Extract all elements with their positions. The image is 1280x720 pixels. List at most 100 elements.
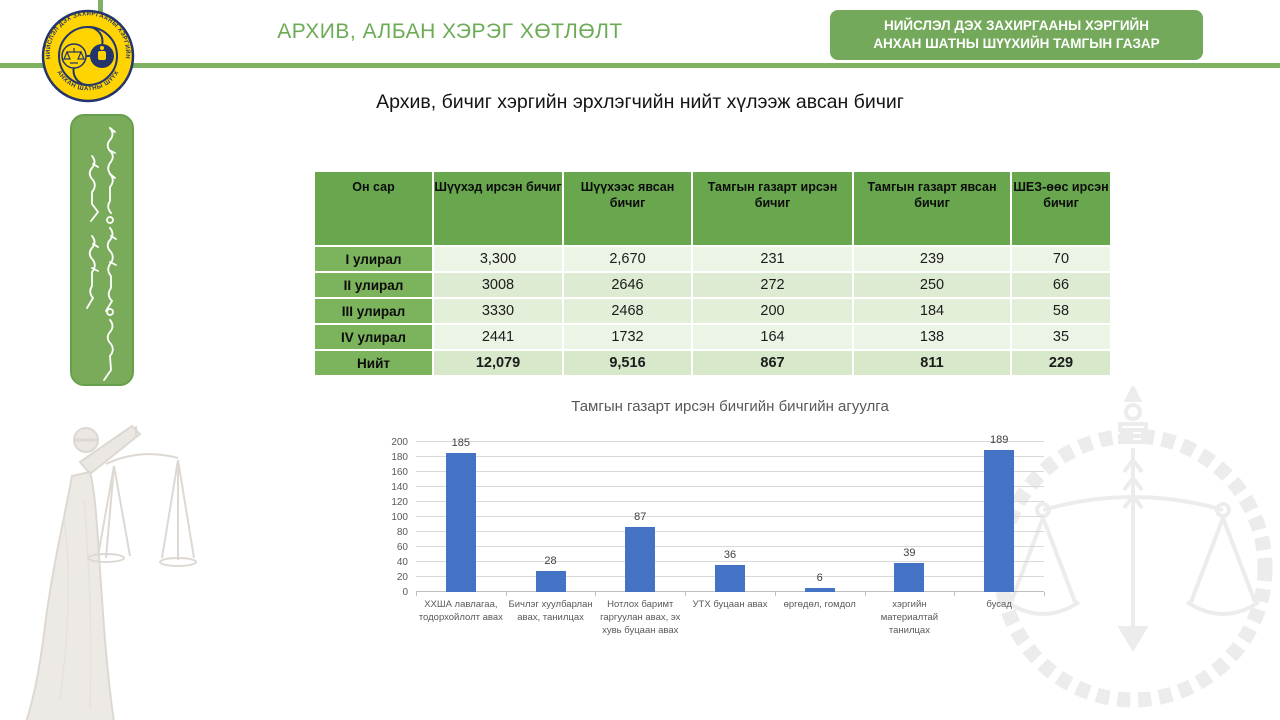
chart-gridline (416, 441, 1044, 442)
table-cell: 12,079 (434, 351, 562, 375)
y-axis-tick-label: 80 (396, 527, 408, 538)
chart-bar (625, 526, 656, 592)
bar-value-label: 39 (903, 546, 916, 559)
y-axis-tick-label: 20 (396, 572, 408, 583)
table-cell: 70 (1012, 247, 1110, 271)
organization-banner: НИЙСЛЭЛ ДЭХ ЗАХИРГААНЫ ХЭРГИЙН АНХАН ШАТ… (830, 10, 1203, 60)
chart-bar (535, 571, 566, 592)
chart-bar (804, 587, 835, 592)
x-axis-tick (505, 592, 507, 596)
chart-plot-area: 0 20 40 60 80 100 120 140 160 180 200 185 ХХША лавла… (391, 434, 1045, 636)
table-cell: 1732 (564, 325, 691, 349)
chart-gridline (416, 486, 1044, 487)
table-row-label: IV улирал (315, 325, 432, 349)
x-axis-category-label: Бичлэг хуулбарлан авах, танилцах (508, 599, 593, 623)
x-axis-category-label: УТХ буцаан авах (692, 599, 768, 610)
x-axis-tick (416, 592, 417, 596)
y-axis-tick-label: 200 (391, 437, 408, 448)
y-axis-tick-label: 180 (391, 452, 408, 463)
bar-value-label: 185 (451, 437, 471, 450)
justice-statue-watermark (25, 424, 197, 720)
court-emblem-watermark (993, 386, 1273, 708)
mongolian-script-decoration (86, 127, 117, 381)
table-cell: 239 (854, 247, 1010, 271)
chart-title: Тамгын газарт ирсэн бичгийн бичгийн агуу… (571, 398, 889, 415)
table-cell: 3330 (434, 299, 562, 323)
table-header-cell: Тамгын газарт ирсэн бичиг (693, 172, 852, 245)
chart-gridline (416, 546, 1044, 547)
x-axis-tick (774, 592, 776, 596)
bar-value-label: 87 (634, 510, 647, 523)
chart-gridline (416, 456, 1044, 457)
table-header-cell: Шүүхээс явсан бичиг (564, 172, 691, 245)
chart-gridline (416, 561, 1044, 562)
table-cell: 3008 (434, 273, 562, 297)
table-cell: 811 (854, 351, 1010, 375)
y-axis-tick-label: 40 (396, 557, 408, 568)
table-cell: 66 (1012, 273, 1110, 297)
chart-bar (445, 453, 476, 592)
table-row-label: Нийт (315, 351, 432, 375)
bar-value-label: 36 (723, 549, 737, 561)
mongolian-script-sidebar (70, 114, 134, 386)
chart-gridline (416, 531, 1044, 532)
header-divider-line (0, 63, 1280, 68)
table-cell: 272 (693, 273, 852, 297)
table-cell: 35 (1012, 325, 1110, 349)
chart-gridline (416, 471, 1044, 472)
x-axis-category-label: Нотлох баримт гаргуулан авах, эх хувь бу… (600, 599, 681, 636)
bar-value-label: 6 (816, 571, 823, 584)
slide-title: Архив, бичиг хэргийн эрхлэгчийн нийт хүл… (376, 91, 904, 113)
bar-value-label: 189 (989, 434, 1009, 447)
organization-banner-line2: АНХАН ШАТНЫ ШҮҮХИЙН ТАМГЫН ГАЗАР (873, 36, 1160, 51)
y-axis-tick-label: 60 (396, 542, 408, 553)
table-cell: 2441 (434, 325, 562, 349)
x-axis-category-label: өргөдөл, гомдол (783, 599, 856, 610)
table-header-cell: ШЕЗ-өөс ирсэн бичиг (1012, 172, 1110, 245)
x-axis-category-label: ХХША лавлагаа, тодорхойлолт авах (418, 599, 503, 623)
chart-bar (894, 562, 925, 592)
table-header-cell: Шүүхэд ирсэн бичиг (434, 172, 562, 245)
chart-gridline (416, 516, 1044, 517)
page-title: АРХИВ, АЛБАН ХЭРЭГ ХӨТЛӨЛТ (277, 20, 623, 43)
y-axis-tick-label: 100 (391, 512, 408, 523)
bar-value-label: 28 (544, 555, 557, 567)
table-row-label: III улирал (315, 299, 432, 323)
table-cell: 58 (1012, 299, 1110, 323)
top-vertical-accent (98, 0, 103, 12)
x-axis-tick (864, 592, 866, 596)
table-cell: 3,300 (434, 247, 562, 271)
x-axis-tick (595, 592, 597, 596)
table-cell: 867 (693, 351, 852, 375)
data-table: Он сар Шүүхэд ирсэн бичиг Шүүхээс явсан би… (315, 172, 1110, 375)
y-axis-tick-label: 160 (391, 467, 408, 478)
table-cell: 138 (854, 325, 1010, 349)
court-logo: НИЙСЛЭЛ ДЭХ ЗАХИРГААНЫ ХЭРГИЙН АНХАН ШАТ… (41, 9, 135, 103)
table-cell: 2468 (564, 299, 691, 323)
table-cell: 231 (693, 247, 852, 271)
x-axis-tick (1044, 592, 1045, 596)
table-cell: 9,516 (564, 351, 691, 375)
x-axis-tick (954, 592, 956, 596)
y-axis-tick-label: 0 (402, 587, 408, 598)
x-axis-tick (685, 592, 687, 596)
scales-icon (63, 48, 85, 64)
x-axis-category-label: бусад (986, 599, 1012, 610)
table-row-label: I улирал (315, 247, 432, 271)
y-axis-tick-label: 120 (391, 497, 408, 508)
table-cell: 2646 (564, 273, 691, 297)
table-header-cell: Он сар (315, 172, 432, 245)
bar-chart: Тамгын газарт ирсэн бичгийн бичгийн агуу… (370, 398, 1070, 678)
table-cell: 184 (854, 299, 1010, 323)
table-cell: 229 (1012, 351, 1110, 375)
table-cell: 2,670 (564, 247, 691, 271)
y-axis-tick-label: 140 (391, 482, 408, 493)
chart-bar (984, 450, 1015, 592)
x-axis-category-label: хэргийн материалтай танилцах (880, 599, 939, 636)
table-header-cell: Тамгын газарт явсан бичиг (854, 172, 1010, 245)
chart-bar (715, 565, 745, 592)
table-cell: 164 (693, 325, 852, 349)
table-cell: 200 (693, 299, 852, 323)
chart-gridline (416, 501, 1044, 502)
